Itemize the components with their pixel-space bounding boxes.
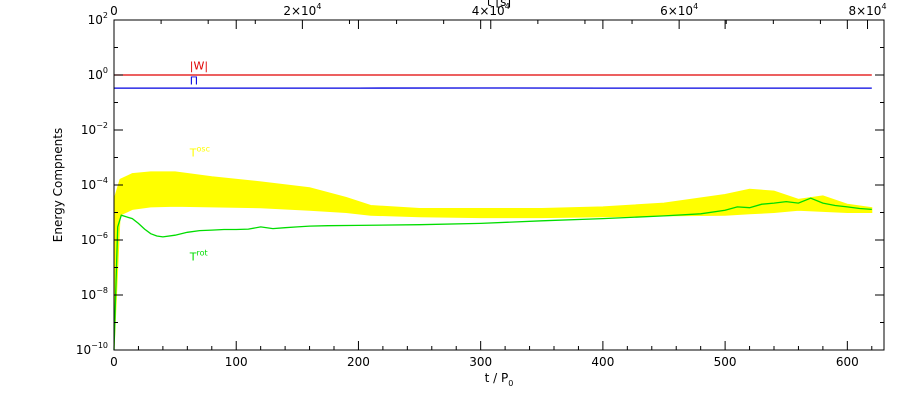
series-label-w-name: |W|: [190, 59, 208, 72]
x2-tick-label-mantissa: 8×10: [848, 4, 881, 18]
y-tick-label-exponent: 2: [103, 11, 108, 20]
y-tick-label-base: 10: [88, 68, 103, 82]
x-tick-label: 200: [347, 355, 370, 369]
y-tick-label: 10−4: [81, 176, 108, 192]
x2-tick-label: 2×104: [283, 2, 321, 18]
series-label-w: |W|: [190, 59, 208, 72]
x-tick-label: 400: [591, 355, 614, 369]
y-tick-label-base: 10: [81, 233, 96, 247]
y-tick-label-exponent: −2: [96, 121, 108, 130]
x2-tick-label-mantissa: 2×10: [283, 4, 316, 18]
x2-tick-label-mantissa: 6×10: [660, 4, 693, 18]
x-tick-label: 600: [836, 355, 859, 369]
top-axis-title: t [s]: [487, 0, 511, 9]
y-tick-label-exponent: −8: [96, 286, 108, 295]
y-axis-title: Energy Compnents: [51, 128, 65, 242]
y-tick-label-exponent: −4: [96, 176, 108, 185]
x2-tick-label-exponent: 4: [505, 2, 510, 11]
y-tick-label-exponent: 0: [103, 66, 108, 75]
y-tick-label-base: 10: [76, 343, 91, 357]
y-tick-label: 10−2: [81, 121, 108, 137]
ticks-layer: [113, 19, 884, 351]
x2-tick-label-exponent: 4: [316, 2, 321, 11]
x-axis-title: t / P0: [485, 371, 514, 388]
series-line-t-rot: [113, 197, 872, 351]
y-tick-label: 100: [88, 66, 108, 82]
y-tick-label: 102: [88, 11, 108, 27]
y-tick-label-base: 10: [81, 288, 96, 302]
x-tick-label: 300: [469, 355, 492, 369]
series-label-t-rot-name: T: [189, 250, 197, 263]
series-label-t-osc-name: T: [189, 146, 197, 159]
series-label-t-osc: Tosc: [189, 144, 210, 159]
x-axis-title-main: t / P: [485, 371, 509, 385]
x2-tick-label: 0: [110, 4, 118, 18]
series-band-t-osc: [113, 171, 873, 351]
band-layer: [113, 171, 873, 351]
series-label-t-rot-superscript: rot: [197, 248, 208, 257]
x2-tick-label-exponent: 4: [693, 2, 698, 11]
series-label-pi: Π: [190, 75, 198, 88]
y-tick-label-base: 10: [81, 123, 96, 137]
series-label-pi-name: Π: [190, 75, 198, 88]
y-tick-label-exponent: −10: [91, 341, 108, 350]
x-axis-title-subscript: 0: [508, 379, 513, 388]
x2-tick-label-mantissa: 4×10: [472, 4, 505, 18]
y-tick-label: 10−10: [76, 341, 108, 357]
x2-tick-label-mantissa: 0: [110, 4, 118, 18]
x2-tick-label-exponent: 4: [881, 2, 886, 11]
y-tick-label: 10−8: [81, 286, 108, 302]
series-label-t-osc-superscript: osc: [197, 144, 210, 153]
x2-tick-label: 4×104: [472, 2, 510, 18]
y-tick-label-exponent: −6: [96, 231, 108, 240]
x-tick-label: 100: [225, 355, 248, 369]
series-layer: [113, 74, 872, 351]
x-tick-label: 500: [714, 355, 737, 369]
y-tick-label-base: 10: [81, 178, 96, 192]
y-tick-label: 10−6: [81, 231, 108, 247]
series-label-t-rot: Trot: [189, 248, 208, 263]
y-tick-label-base: 10: [88, 13, 103, 27]
x2-tick-label: 8×104: [848, 2, 886, 18]
x-tick-label: 0: [110, 355, 118, 369]
x2-tick-label: 6×104: [660, 2, 698, 18]
